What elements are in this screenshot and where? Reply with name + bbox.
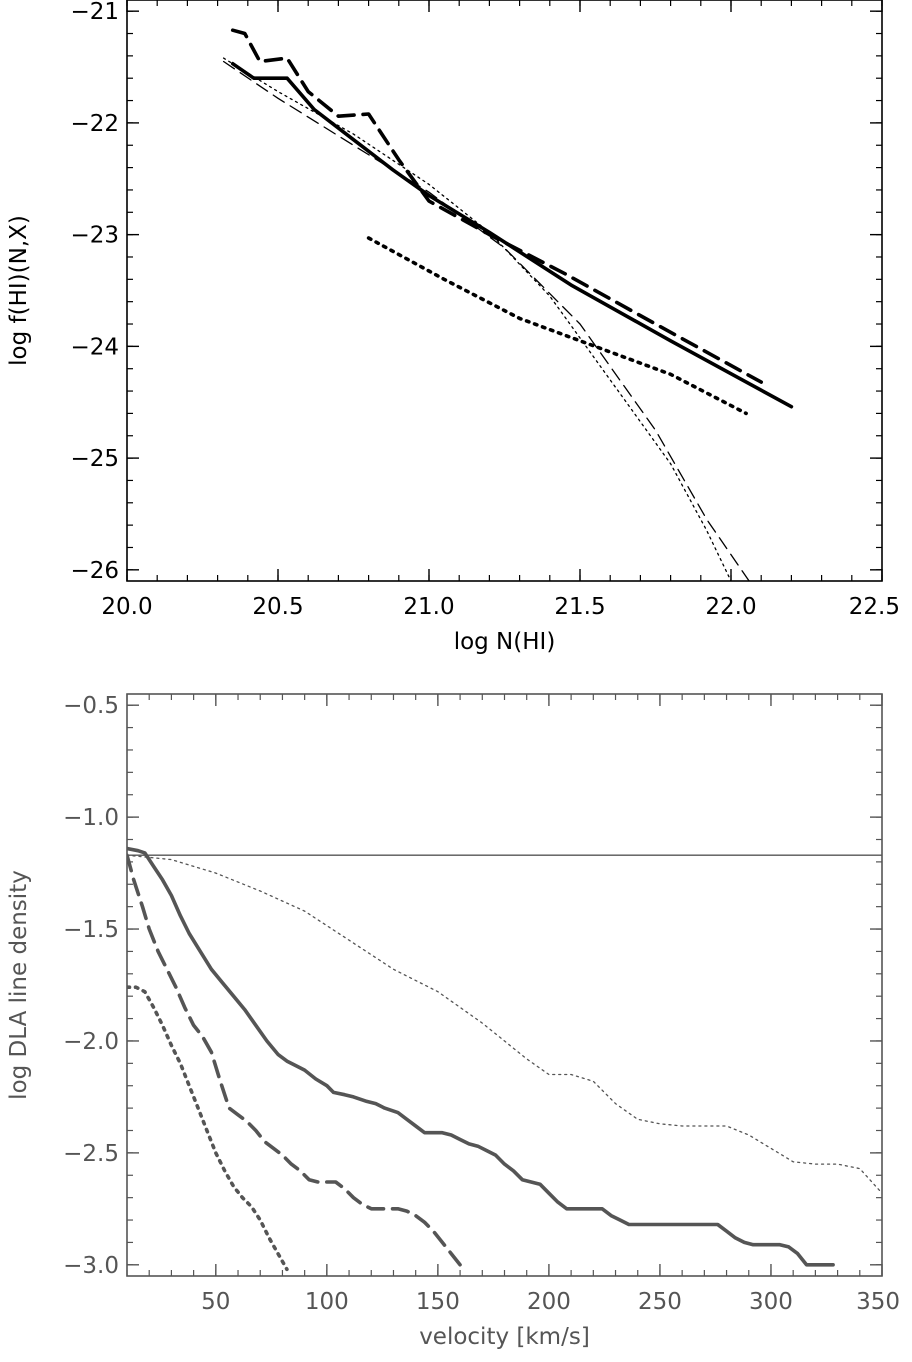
y-tick-label: −24: [70, 334, 119, 360]
y-axis-label: log DLA line density: [6, 870, 32, 1100]
x-tick-label: 150: [416, 1289, 460, 1315]
y-tick-label: −1.0: [63, 805, 119, 831]
y-tick-label: −0.5: [63, 693, 119, 719]
series-group: [222, 28, 794, 581]
bottom-panel-dla-line-density: 50 100 150 200 250 300 350 −0.5 −1.0 −1.5 −2.0 −2.5…: [6, 693, 900, 1350]
series-thin-dotted: [127, 854, 882, 1194]
x-tick-label: 350: [856, 1289, 900, 1315]
y-tick-label: −21: [70, 0, 119, 25]
x-tick-label: 100: [305, 1289, 349, 1315]
series-thick-solid: [230, 61, 794, 409]
x-tick-label: 21.0: [403, 594, 454, 620]
x-tick-label: 300: [749, 1289, 793, 1315]
series-thin-dotted-fit: [222, 57, 732, 581]
x-tick-label: 22.0: [705, 594, 756, 620]
y-tick-label: −3.0: [63, 1253, 119, 1279]
series-thick-dashed: [230, 28, 764, 384]
x-axis-label: velocity [km/s]: [419, 1324, 590, 1350]
y-tick-label: −1.5: [63, 917, 119, 943]
x-tick-label: 20.0: [101, 594, 152, 620]
x-tick-label: 20.5: [252, 594, 303, 620]
series-solid: [127, 846, 835, 1267]
plot-frame: [126, 693, 883, 1277]
x-tick-label: 250: [638, 1289, 682, 1315]
y-tick-label: −22: [70, 111, 119, 137]
series-dotted: [127, 985, 289, 1272]
series-group: [127, 846, 882, 1272]
x-tick-label: 22.5: [849, 594, 900, 620]
x-tick-label: 21.5: [554, 594, 605, 620]
top-panel-nhi-distribution: 20.0 20.5 21.0 21.5 22.0 22.5 −21 −22 −23 −24 −25 −…: [6, 0, 900, 655]
x-tick-label: 50: [201, 1289, 230, 1315]
series-thin-dashed-fit: [222, 60, 750, 581]
y-tick-label: −25: [70, 446, 119, 472]
y-tick-label: −2.5: [63, 1141, 119, 1167]
series-thick-dotted: [366, 236, 748, 416]
series-dashed: [127, 853, 462, 1267]
x-tick-label: 200: [527, 1289, 571, 1315]
y-tick-label: −2.0: [63, 1029, 119, 1055]
y-tick-label: −23: [70, 223, 119, 249]
plot-frame: [126, 0, 883, 582]
y-tick-label: −26: [70, 558, 119, 584]
y-axis-label: log f(HI)(N,X): [6, 215, 32, 366]
x-axis-label: log N(HI): [454, 629, 556, 655]
